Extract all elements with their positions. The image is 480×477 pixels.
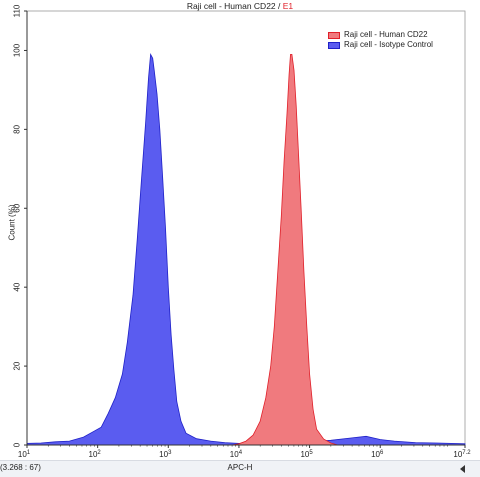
series-area-0 bbox=[26, 53, 466, 446]
chart-title: Raji cell - Human CD22 / E1 bbox=[0, 1, 480, 11]
x-tick-exponent-0: 1 bbox=[27, 450, 31, 456]
y-tick-label-6: 110 bbox=[13, 4, 22, 17]
x-tick-label-1: 102 bbox=[89, 450, 102, 459]
x-tick-label-4: 105 bbox=[300, 450, 313, 459]
legend-item-isotype: Raji cell - Isotype Control bbox=[328, 40, 433, 50]
series-area-1 bbox=[231, 54, 338, 446]
legend-swatch-isotype bbox=[328, 41, 340, 49]
x-ticks: 101 102 103 104 105 106 107.2 bbox=[18, 445, 471, 459]
x-tick-label-5: 106 bbox=[371, 450, 384, 459]
y-tick-label-1: 20 bbox=[13, 361, 22, 370]
y-tick-label-3: 60 bbox=[13, 203, 22, 212]
legend: Raji cell - Human CD22 Raji cell - Isoty… bbox=[328, 30, 433, 50]
x-tick-label-2: 103 bbox=[159, 450, 172, 459]
x-tick-label-0: 101 bbox=[18, 450, 31, 459]
chart-title-text: Raji cell - Human CD22 / bbox=[186, 1, 283, 11]
y-tick-label-2: 40 bbox=[13, 282, 22, 291]
x-tick-exponent-5: 6 bbox=[380, 450, 384, 456]
x-tick-exponent-3: 4 bbox=[239, 450, 243, 456]
y-axis-label: Count (%) bbox=[7, 204, 17, 241]
legend-swatch-cd22 bbox=[328, 31, 340, 39]
y-tick-label-4: 80 bbox=[13, 124, 22, 133]
series-layer bbox=[26, 53, 466, 446]
scroll-left-arrow-icon[interactable] bbox=[460, 465, 465, 473]
y-tick-label-5: 100 bbox=[13, 43, 22, 57]
gate-name: E1 bbox=[282, 1, 294, 11]
plot-frame bbox=[26, 10, 466, 446]
x-axis-label: APC-H bbox=[227, 463, 253, 472]
y-tick-label-0: 0 bbox=[13, 442, 22, 447]
status-bar bbox=[0, 460, 480, 477]
cursor-coordinates: (3.268 : 67) bbox=[0, 463, 41, 472]
x-tick-exponent-1: 2 bbox=[97, 450, 101, 456]
y-ticks: 0 20 40 60 80 100 110 bbox=[13, 4, 27, 447]
legend-label-isotype: Raji cell - Isotype Control bbox=[344, 40, 433, 49]
legend-item-cd22: Raji cell - Human CD22 bbox=[328, 30, 433, 40]
x-tick-exponent-4: 5 bbox=[309, 450, 313, 456]
x-tick-exponent-2: 3 bbox=[168, 450, 172, 456]
x-tick-label-6: 107.2 bbox=[453, 450, 471, 459]
x-tick-exponent-6: 7.2 bbox=[462, 450, 471, 456]
x-tick-label-3: 104 bbox=[230, 450, 243, 459]
legend-label-cd22: Raji cell - Human CD22 bbox=[344, 30, 428, 39]
